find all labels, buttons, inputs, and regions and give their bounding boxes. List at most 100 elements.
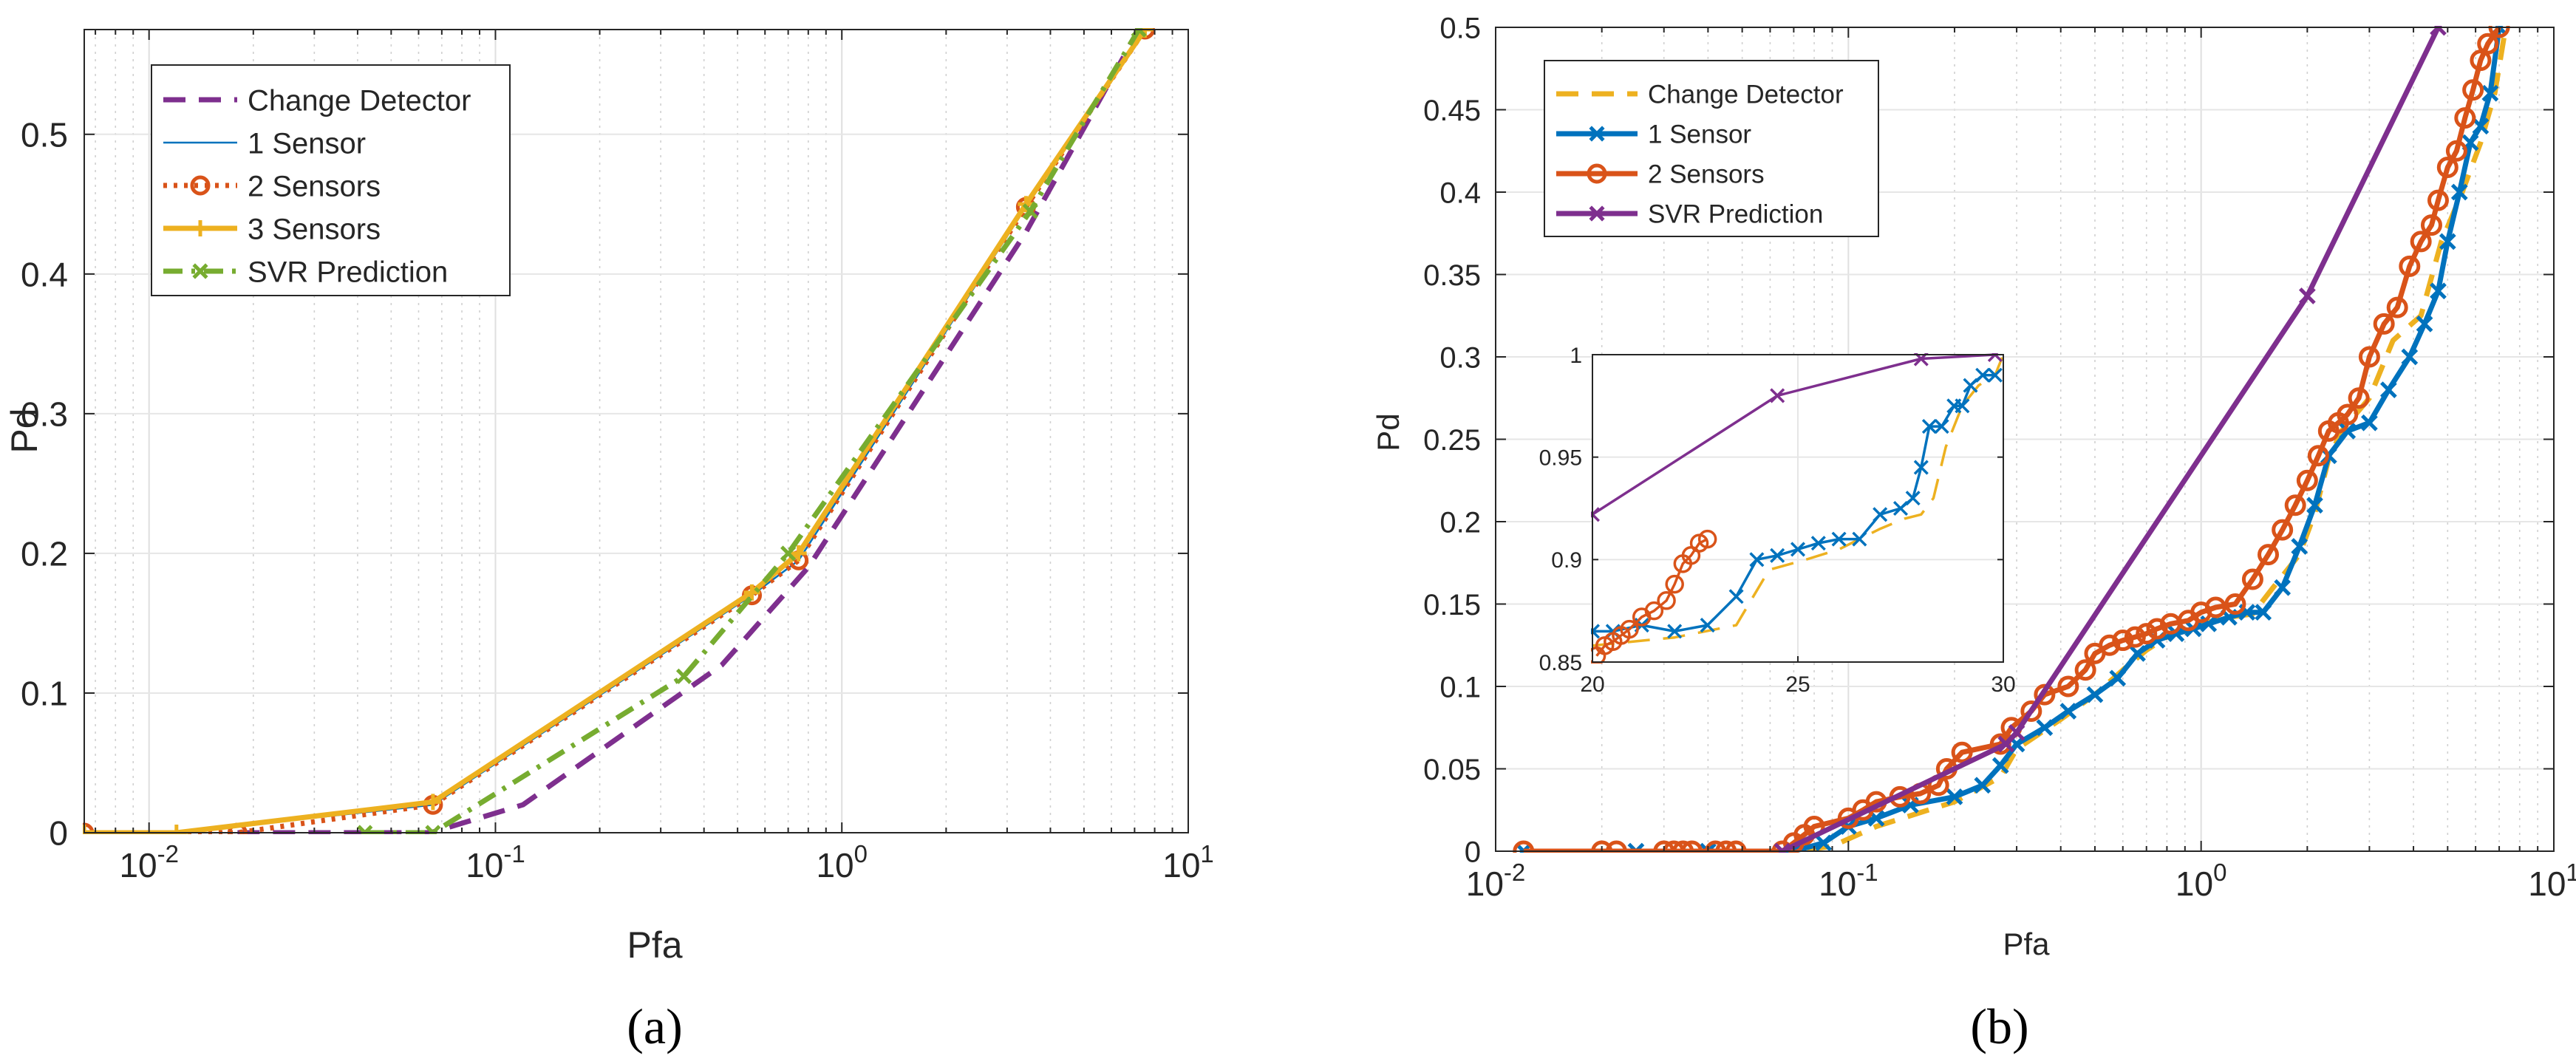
- data-point-marker: [2008, 724, 2025, 741]
- legend-entry: Change Detector: [1556, 81, 1844, 109]
- x-axis-title-b: Pfa: [2003, 927, 2050, 961]
- data-point-marker: [2296, 469, 2318, 491]
- data-point-marker: [1770, 388, 1785, 403]
- data-point-marker: [1987, 367, 2003, 383]
- data-point-marker: [1974, 777, 1991, 794]
- data-point-marker: [2112, 630, 2134, 652]
- data-point-marker: [675, 668, 692, 684]
- y-tick-label: 0.35: [1423, 259, 1481, 292]
- data-point-marker: [1790, 542, 1806, 557]
- data-point-marker: [424, 794, 441, 811]
- data-point-marker: [2358, 346, 2380, 368]
- legend-marker: [190, 175, 211, 196]
- legend-entry: 3 Sensors: [163, 213, 381, 245]
- y-tick-label: 0.05: [1423, 754, 1481, 786]
- data-point-marker: [1892, 500, 1909, 516]
- legend-marker: [1587, 163, 1607, 184]
- data-point-marker: [2020, 700, 2042, 722]
- y-tick-label: 0.1: [1439, 671, 1481, 703]
- y-tick-label: 0.4: [1439, 177, 1481, 209]
- inset-b: 20 25 30 0.85 0.9 0.95 1: [1539, 344, 2016, 697]
- data-point-marker: [2361, 414, 2378, 432]
- data-point-marker: [2401, 348, 2419, 366]
- data-point-marker: [1697, 529, 1717, 549]
- data-point-marker: [2306, 497, 2323, 514]
- legend-label: Change Detector: [248, 84, 471, 117]
- data-point-marker: [1934, 419, 1949, 434]
- data-point-marker: [780, 545, 797, 562]
- y-tick-label: 0.1: [21, 675, 68, 713]
- data-point-marker: [1873, 507, 1888, 522]
- series-layer: [1591, 353, 2005, 664]
- y-tick-label: 0.3: [21, 395, 68, 433]
- data-point-marker: [1991, 757, 2009, 774]
- caption-b: (b): [1970, 998, 2028, 1054]
- legend-entry: 1 Sensor: [163, 127, 366, 160]
- series-line: [1523, 27, 2502, 853]
- axes-frame: [84, 29, 1189, 833]
- x-tick-label: 10-2: [1466, 859, 1526, 903]
- series-2-sensors: [1591, 529, 1717, 664]
- legend-label: SVR Prediction: [1648, 200, 1823, 229]
- data-point-marker: [1905, 491, 1921, 506]
- data-point-marker: [1728, 589, 1744, 604]
- legend-box: [151, 64, 511, 296]
- data-point-marker: [1667, 624, 1683, 639]
- data-point-marker: [2124, 626, 2146, 648]
- data-point-marker: [1951, 741, 1973, 763]
- legend-label: 2 Sensors: [248, 170, 381, 202]
- ticks: 10-2 10-1 100 101 0 0.1 0.2 0.3 0.4 0.5: [21, 30, 1214, 884]
- data-point-marker: [790, 545, 807, 562]
- data-point-marker: [2450, 183, 2468, 201]
- data-point-marker: [1620, 619, 1639, 639]
- y-tick-label: 0.2: [1439, 506, 1481, 539]
- y-tick-label: 0.5: [21, 115, 68, 154]
- x-axis-title-a: Pfa: [627, 924, 682, 966]
- y-tick-label: 0: [49, 814, 68, 853]
- caption-a: (a): [627, 998, 682, 1054]
- data-point-marker: [1955, 398, 1970, 414]
- x-tick-label: 30: [1991, 672, 2015, 697]
- x-tick-label: 25: [1785, 672, 1810, 697]
- data-point-marker: [2307, 445, 2329, 467]
- x-tick-label: 100: [2175, 859, 2227, 903]
- legend-label: 2 Sensors: [1648, 160, 1765, 189]
- x-tick-label: 20: [1580, 672, 1604, 697]
- y-tick-label: 0.2: [21, 534, 68, 573]
- y-tick-label: 1: [1570, 344, 1582, 368]
- data-point-marker: [2399, 255, 2421, 277]
- series-1-sensor: [1591, 367, 2003, 639]
- data-point-marker: [2086, 686, 2104, 703]
- data-point-marker: [2462, 79, 2484, 101]
- legend-marker: [192, 263, 208, 279]
- data-point-marker: [1665, 574, 1684, 594]
- legend-label: 1 Sensor: [1648, 120, 1751, 149]
- legend-entry: SVR Prediction: [1556, 200, 1823, 229]
- data-point-marker: [2454, 107, 2476, 129]
- data-point-marker: [2109, 669, 2127, 687]
- y-axis-title-b: Pd: [1371, 413, 1405, 451]
- data-point-marker: [2348, 387, 2370, 409]
- legend-entry: 2 Sensors: [1556, 160, 1765, 189]
- data-point-marker: [2291, 538, 2308, 555]
- data-point-marker: [2436, 157, 2459, 179]
- legend-marker: [1589, 126, 1605, 142]
- y-tick-label: 0.4: [21, 255, 68, 293]
- data-point-marker: [2379, 381, 2397, 398]
- y-tick-label: 0.9: [1551, 548, 1582, 573]
- data-point-marker: [2427, 189, 2449, 211]
- data-point-marker: [2034, 683, 2056, 706]
- data-point-marker: [2204, 596, 2226, 618]
- x-tick-label: 10-1: [466, 840, 525, 884]
- data-point-marker: [2298, 287, 2316, 304]
- x-tick-label: 101: [1162, 840, 1214, 884]
- data-point-marker: [2373, 313, 2395, 335]
- data-point-marker: [2416, 316, 2433, 332]
- legend-box: [1544, 60, 1879, 237]
- data-point-marker: [2057, 675, 2079, 698]
- data-point-marker: [1921, 419, 1937, 434]
- legend-label: SVR Prediction: [248, 256, 448, 288]
- data-point-marker: [2272, 519, 2294, 541]
- data-point-marker: [2129, 645, 2146, 662]
